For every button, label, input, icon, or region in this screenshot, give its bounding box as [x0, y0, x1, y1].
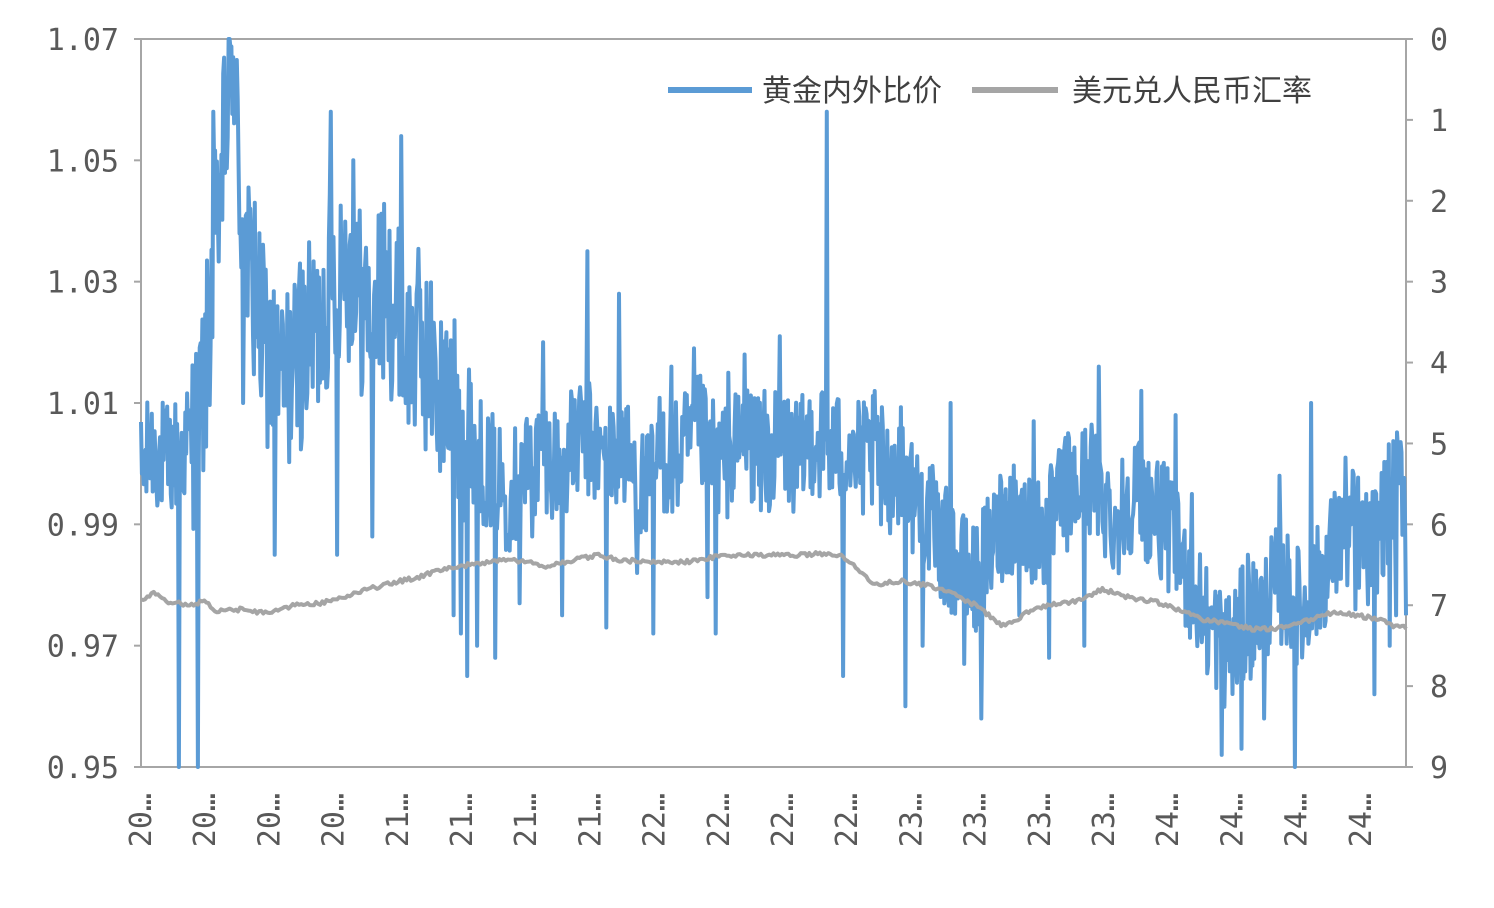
x-tick-label: 22…: [766, 793, 801, 847]
x-tick-label: 22…: [702, 793, 737, 847]
left-tick-label: 1.07: [47, 23, 119, 58]
left-axis-ticks: 1.07 1.05 1.03 1.01 0.99 0.97 0.95: [47, 23, 141, 786]
x-tick-label: 23…: [1023, 793, 1058, 847]
right-tick-label: 3: [1430, 266, 1448, 301]
x-tick-label: 21…: [445, 793, 480, 847]
right-tick-label: 0: [1430, 23, 1448, 58]
legend-label-fx: 美元兑人民币汇率: [1072, 74, 1312, 109]
x-tick-label: 23…: [894, 793, 929, 847]
x-tick-label: 24…: [1280, 793, 1315, 847]
legend-label-gold: 黄金内外比价: [762, 74, 942, 109]
x-tick-label: 21…: [509, 793, 544, 847]
left-tick-label: 0.97: [47, 630, 119, 665]
right-tick-label: 1: [1430, 104, 1448, 139]
right-tick-label: 2: [1430, 185, 1448, 220]
right-tick-label: 6: [1430, 508, 1448, 543]
left-tick-label: 1.01: [47, 387, 119, 422]
x-tick-label: 20…: [252, 793, 287, 847]
x-tick-label: 23…: [1087, 793, 1122, 847]
right-tick-label: 8: [1430, 670, 1448, 705]
x-tick-label: 23…: [959, 793, 994, 847]
legend: 黄金内外比价 美元兑人民币汇率: [668, 74, 1312, 109]
x-tick-label: 20…: [188, 793, 223, 847]
x-axis-ticks: 20… 20… 20… 20… 21… 21… 21… 21… 22… 22… 22… 22… 23… 2…: [124, 793, 1379, 847]
left-tick-label: 0.99: [47, 508, 119, 543]
x-tick-label: 20…: [124, 793, 159, 847]
right-axis-ticks: 0 1 2 3 4 5 6 7 8 9: [1406, 23, 1448, 786]
x-tick-label: 24…: [1215, 793, 1250, 847]
x-tick-label: 20…: [317, 793, 352, 847]
right-tick-label: 7: [1430, 589, 1448, 624]
right-tick-label: 9: [1430, 751, 1448, 786]
left-tick-label: 0.95: [47, 751, 119, 786]
series-line-gold-ratio: [139, 37, 1408, 769]
x-tick-label: 24…: [1344, 793, 1379, 847]
x-tick-label: 22…: [638, 793, 673, 847]
x-tick-label: 24…: [1151, 793, 1186, 847]
series-line-usdcny: [140, 550, 1408, 633]
left-tick-label: 1.03: [47, 266, 119, 301]
x-tick-label: 22…: [830, 793, 865, 847]
x-tick-label: 21…: [573, 793, 608, 847]
right-tick-label: 5: [1430, 427, 1448, 462]
left-tick-label: 1.05: [47, 144, 119, 179]
series-layer: [139, 37, 1408, 769]
x-tick-label: 21…: [381, 793, 416, 847]
right-tick-label: 4: [1430, 347, 1448, 382]
